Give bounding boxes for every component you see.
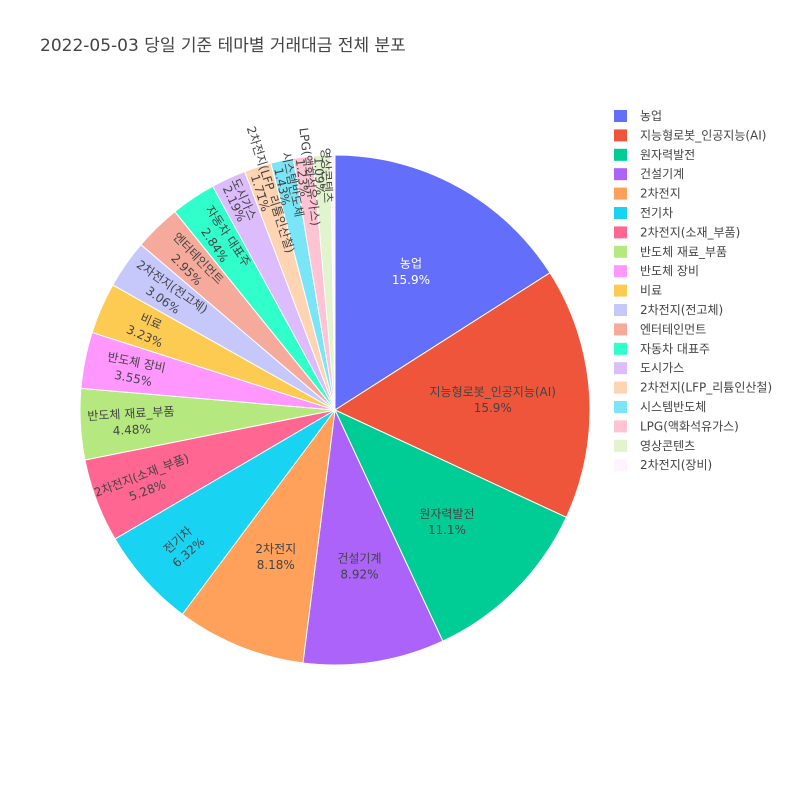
legend-item-도시가스[interactable]: 도시가스 bbox=[614, 361, 684, 375]
legend-item-2차전지-소재-부품[interactable]: 2차전지(소재_부품) bbox=[614, 225, 740, 239]
legend-swatch bbox=[614, 207, 627, 219]
legend-item-전기차[interactable]: 전기차 bbox=[614, 206, 673, 220]
legend-swatch bbox=[614, 459, 627, 472]
pie-label-name: 농업 bbox=[400, 257, 422, 271]
legend-label: 2차전지(전고체) bbox=[640, 303, 723, 317]
legend-label: 2차전지(LFP_리튬인산철) bbox=[640, 381, 772, 395]
pie-slice-건설기계[interactable] bbox=[302, 408, 444, 666]
legend-swatch bbox=[614, 245, 627, 258]
legend-label: 2차전지(소재_부품) bbox=[640, 225, 740, 239]
pie-label-원자력발전: 원자력발전 11.1% bbox=[419, 507, 474, 537]
legend-label: 건설기계 bbox=[640, 167, 684, 181]
pie-label-value: 4.48% bbox=[112, 422, 151, 438]
legend-item-지능형로봇-인공지능-ai[interactable]: 지능형로봇_인공지능(AI) bbox=[614, 128, 766, 142]
pie-label-name: 지능형로봇_인공지능(AI) bbox=[430, 385, 556, 399]
legend-label: 반도체 장비 bbox=[640, 264, 699, 278]
legend-swatch bbox=[614, 401, 627, 413]
legend-label: 2차전지(장비) bbox=[640, 458, 712, 472]
legend-swatch bbox=[614, 439, 627, 452]
legend-label: 비료 bbox=[640, 284, 662, 298]
legend-swatch bbox=[614, 420, 627, 433]
pie-label-name: 원자력발전 bbox=[419, 507, 474, 521]
pie-label-value: 8.18% bbox=[257, 558, 295, 572]
pie-label-value: 1.23% bbox=[293, 158, 312, 198]
legend-item-반도체-장비[interactable]: 반도체 장비 bbox=[614, 264, 699, 278]
legend-item-비료[interactable]: 비료 bbox=[614, 284, 662, 298]
legend-item-2차전지-장비[interactable]: 2차전지(장비) bbox=[614, 458, 712, 472]
legend-item-영상콘텐츠[interactable]: 영상콘텐츠 bbox=[614, 439, 695, 453]
legend-swatch bbox=[614, 342, 627, 355]
legend-label: 원자력발전 bbox=[640, 148, 695, 162]
pie-label-농업: 농업 15.9% bbox=[392, 257, 430, 287]
legend-item-자동차-대표주[interactable]: 자동차 대표주 bbox=[614, 342, 710, 356]
legend-label: LPG(액화석유가스) bbox=[640, 419, 739, 433]
legend-item-건설기계[interactable]: 건설기계 bbox=[614, 167, 684, 181]
pie-label-2차전지: 2차전지 8.18% bbox=[255, 542, 296, 572]
legend-item-원자력발전[interactable]: 원자력발전 bbox=[614, 148, 695, 162]
legend-swatch bbox=[614, 187, 627, 200]
pie-label-value: 15.9% bbox=[392, 273, 430, 287]
pie-slice-지능형로봇-인공지능-ai[interactable] bbox=[333, 272, 591, 519]
legend-label: 시스템반도체 bbox=[640, 400, 706, 414]
legend-swatch bbox=[614, 381, 627, 394]
pie-slice-2차전지-장비[interactable] bbox=[329, 154, 336, 411]
legend-item-엔터테인먼트[interactable]: 엔터테인먼트 bbox=[614, 322, 706, 336]
legend-label: 농업 bbox=[640, 109, 662, 123]
legend-item-농업[interactable]: 농업 bbox=[614, 109, 662, 123]
pie-label-value: 1.09% bbox=[311, 157, 327, 196]
legend-swatch bbox=[614, 304, 627, 316]
pie-label-건설기계: 건설기계 8.92% bbox=[337, 552, 381, 582]
pie-label-value: 8.92% bbox=[340, 568, 378, 582]
pie-label-value: 11.1% bbox=[428, 523, 466, 537]
legend-swatch bbox=[614, 168, 627, 181]
pie-label-value: 15.9% bbox=[474, 401, 512, 415]
legend-swatch bbox=[614, 110, 627, 122]
legend-swatch bbox=[614, 226, 627, 239]
pie-label-name: 반도체 재료_부품 bbox=[87, 404, 175, 423]
legend-label: 전기차 bbox=[640, 206, 673, 220]
legend-swatch bbox=[614, 323, 627, 336]
legend-swatch bbox=[614, 362, 627, 375]
legend-label: 자동차 대표주 bbox=[640, 342, 710, 356]
legend-label: 영상콘텐츠 bbox=[640, 439, 695, 453]
pie-label-반도체-재료-부품: 반도체 재료_부품4.48% bbox=[87, 404, 175, 438]
pie-label-name: 영상콘텐츠 bbox=[318, 148, 335, 204]
legend-swatch bbox=[614, 265, 627, 278]
pie-label-name: 건설기계 bbox=[337, 552, 381, 566]
legend-label: 엔터테인먼트 bbox=[640, 322, 706, 336]
legend-swatch bbox=[614, 148, 627, 161]
legend-swatch bbox=[614, 284, 627, 297]
legend-label: 2차전지 bbox=[640, 187, 681, 201]
pie-slices bbox=[79, 154, 591, 666]
pie-label-지능형로봇-인공지능-ai: 지능형로봇_인공지능(AI) 15.9% bbox=[430, 385, 556, 415]
legend-item-반도체-재료-부품[interactable]: 반도체 재료_부품 bbox=[614, 245, 727, 259]
pie-label-name: 2차전지 bbox=[255, 542, 296, 556]
legend-label: 지능형로봇_인공지능(AI) bbox=[640, 128, 766, 142]
chart-title: 2022-05-03 당일 기준 테마별 거래대금 전체 분포 bbox=[40, 36, 406, 56]
legend-item-2차전지[interactable]: 2차전지 bbox=[614, 187, 681, 201]
legend-item-2차전지-lfp-리튬인산철[interactable]: 2차전지(LFP_리튬인산철) bbox=[614, 381, 772, 395]
legend-label: 반도체 재료_부품 bbox=[640, 245, 727, 259]
pie-slice-농업[interactable] bbox=[334, 154, 551, 411]
legend-item-lpg-액화석유가스[interactable]: LPG(액화석유가스) bbox=[614, 419, 739, 433]
pie-slice-2차전지[interactable] bbox=[181, 408, 336, 664]
legend-swatch bbox=[614, 129, 627, 142]
legend-label: 도시가스 bbox=[640, 361, 684, 375]
pie-slice-원자력발전[interactable] bbox=[333, 408, 567, 642]
legend-item-시스템반도체[interactable]: 시스템반도체 bbox=[614, 400, 706, 414]
legend-item-2차전지-전고체[interactable]: 2차전지(전고체) bbox=[614, 303, 723, 317]
